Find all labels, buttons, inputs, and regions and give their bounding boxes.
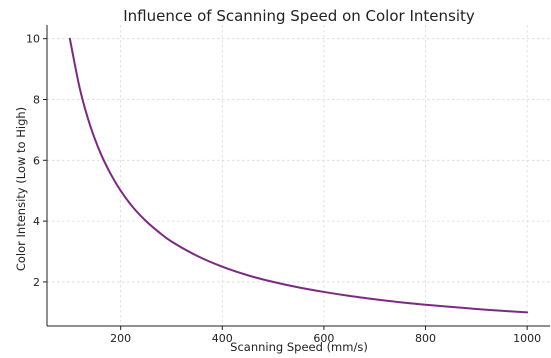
y-axis-label: Color Intensity (Low to High) [14,107,28,271]
axis-ticks: 200 400 600 800 1000 2 4 6 8 10 [26,33,541,345]
series-line [68,37,529,314]
y-tick-label: 6 [33,154,40,167]
y-tick-label: 4 [33,215,40,228]
x-tick-label: 400 [212,332,233,345]
x-axis-label: Scanning Speed (mm/s) [230,340,368,354]
y-tick-label: 10 [26,33,40,46]
y-tick-label: 2 [33,276,40,289]
chart-title: Influence of Scanning Speed on Color Int… [123,7,475,25]
x-tick-label: 1000 [513,332,541,345]
x-tick-label: 800 [415,332,436,345]
series-layer [68,37,529,314]
y-tick-label: 8 [33,93,40,106]
grid [47,25,550,326]
axes-spines [46,25,550,327]
x-tick-label: 200 [110,332,131,345]
x-tick-label: 600 [313,332,334,345]
